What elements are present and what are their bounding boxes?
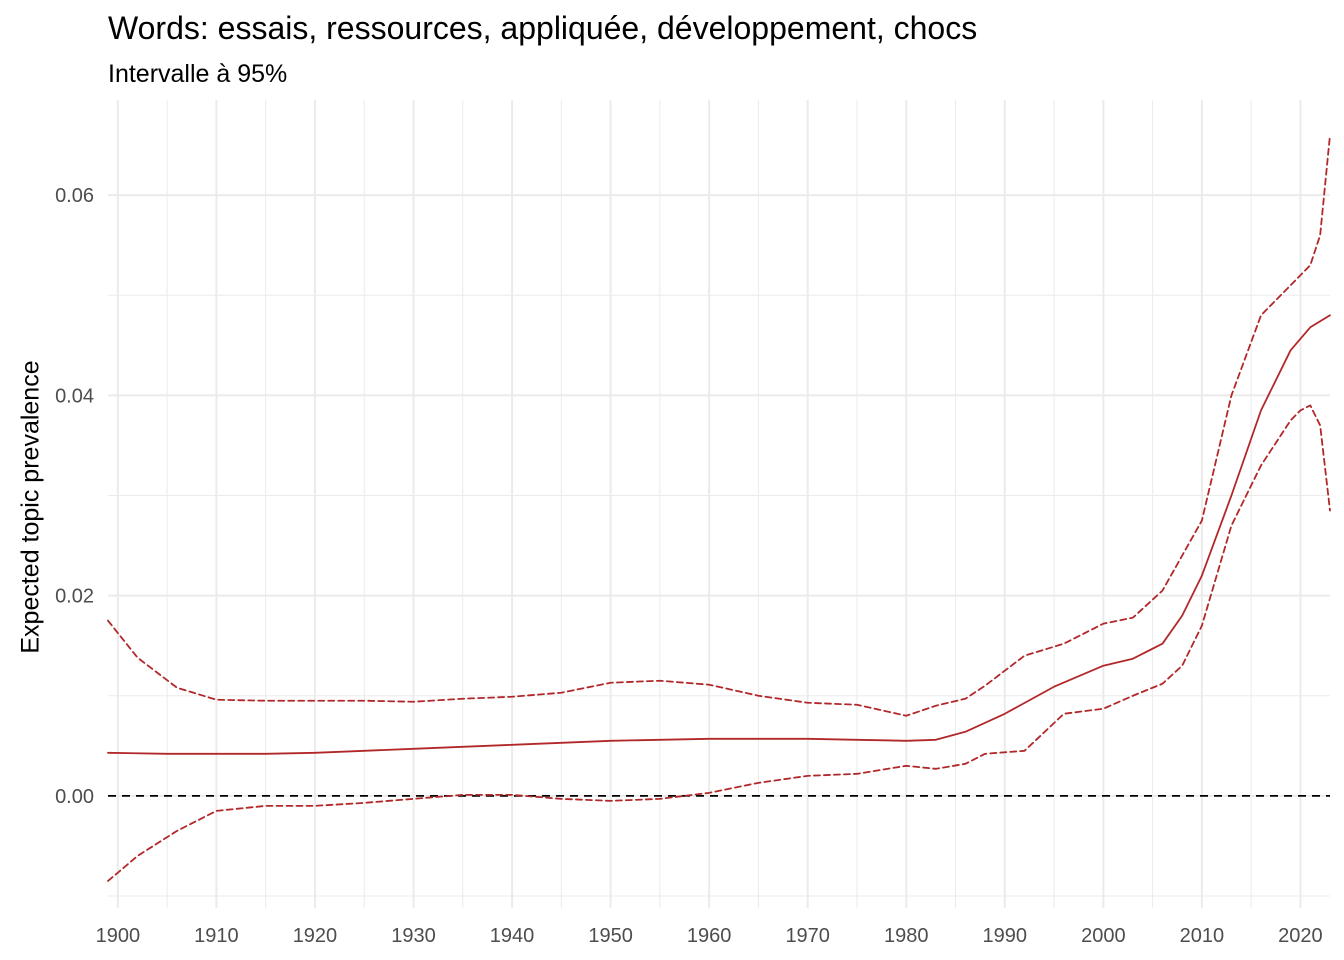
x-tick-label: 1940 xyxy=(490,925,535,947)
series-line-lower-bound xyxy=(107,404,1331,882)
x-tick-label: 2010 xyxy=(1180,925,1225,947)
x-tick-label: 1910 xyxy=(194,925,239,947)
x-tick-label: 1930 xyxy=(391,925,436,947)
y-tick-labels: 0.00 0.02 0.04 0.06 xyxy=(55,185,94,808)
series-layer xyxy=(107,134,1331,882)
grid-major xyxy=(108,100,1330,908)
x-tick-label: 2000 xyxy=(1081,925,1126,947)
chart-title: Words: essais, ressources, appliquée, dé… xyxy=(108,10,978,46)
y-tick-label: 0.00 xyxy=(55,786,94,808)
x-tick-labels: 1900 1910 1920 1930 1940 1950 1960 1970 1980 1990… xyxy=(96,925,1323,947)
y-tick-label: 0.06 xyxy=(55,185,94,207)
x-tick-label: 1980 xyxy=(884,925,929,947)
y-tick-label: 0.04 xyxy=(55,385,94,407)
x-tick-label: 1960 xyxy=(687,925,732,947)
x-tick-label: 1990 xyxy=(983,925,1028,947)
x-tick-label: 1970 xyxy=(785,925,830,947)
series-line-upper-bound xyxy=(107,134,1331,717)
x-tick-label: 1920 xyxy=(293,925,338,947)
grid-minor xyxy=(108,100,1330,908)
chart-subtitle: Intervalle à 95% xyxy=(108,60,288,88)
x-tick-label: 1950 xyxy=(588,925,633,947)
y-tick-label: 0.02 xyxy=(55,586,94,608)
x-tick-label: 1900 xyxy=(96,925,141,947)
x-tick-label: 2020 xyxy=(1278,925,1323,947)
series-line-estimate xyxy=(107,314,1331,755)
